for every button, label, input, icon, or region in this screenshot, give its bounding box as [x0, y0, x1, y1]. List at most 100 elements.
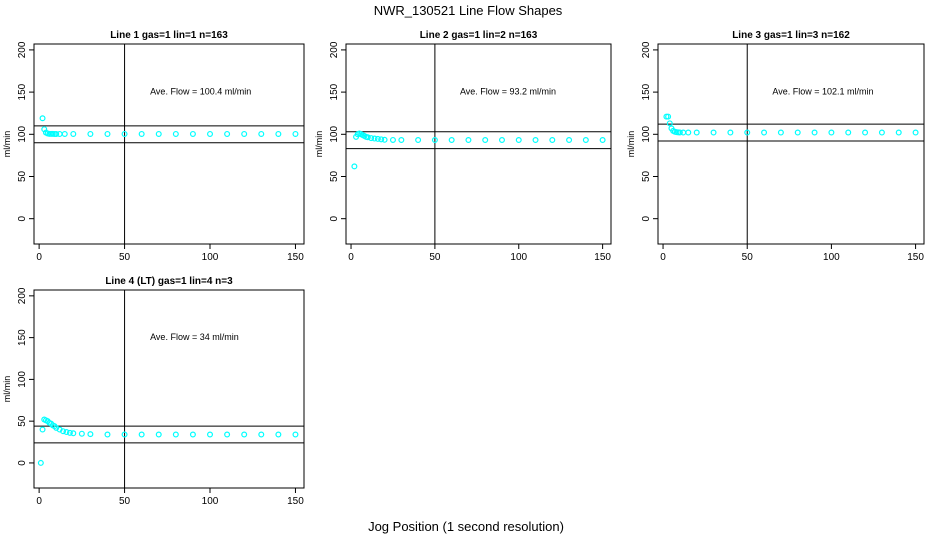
data-point: [862, 129, 869, 136]
data-point: [258, 130, 265, 137]
average-flow-annotation: Ave. Flow = 102.1 ml/min: [772, 87, 873, 97]
y-tick-label: 150: [641, 83, 652, 100]
data-point: [207, 130, 214, 137]
panel-1: Line 1 gas=1 lin=1 n=163 0 50 100 150 0 50 100 1…: [2, 30, 305, 263]
average-flow-annotation: Ave. Flow = 34 ml/min: [150, 332, 239, 342]
panel-4: Line 4 (LT) gas=1 lin=4 n=3 0 50 100 150 0 50 1…: [2, 276, 305, 507]
data-point: [104, 130, 111, 137]
data-point: [389, 136, 396, 143]
data-point: [207, 431, 214, 438]
data-point: [39, 426, 46, 433]
y-tick-label: 150: [329, 83, 340, 100]
panel-3: Line 3 gas=1 lin=3 n=162 0 50 100 150 0 50 100 1…: [626, 30, 925, 263]
data-point: [138, 130, 145, 137]
data-point: [665, 113, 672, 120]
y-tick-label: 200: [641, 41, 652, 58]
data-point: [744, 129, 751, 136]
data-point: [292, 431, 299, 438]
data-point: [566, 137, 573, 144]
data-point: [224, 431, 231, 438]
data-point: [693, 129, 700, 136]
data-point: [172, 431, 179, 438]
data-point: [828, 129, 835, 136]
panel-title: Line 4 (LT) gas=1 lin=4 n=3: [105, 276, 233, 287]
y-tick-label: 150: [17, 83, 28, 100]
data-point: [727, 129, 734, 136]
data-point: [189, 130, 196, 137]
figure-title: NWR_130521 Line Flow Shapes: [374, 3, 563, 18]
data-point: [56, 130, 63, 137]
x-tick-label: 150: [594, 252, 611, 263]
y-tick-label: 200: [17, 41, 28, 58]
y-tick-label: 0: [17, 460, 28, 466]
data-point: [70, 130, 77, 137]
y-tick-label: 50: [641, 170, 652, 182]
data-point: [777, 129, 784, 136]
x-tick-label: 0: [36, 496, 42, 507]
x-tick-label: 0: [36, 252, 42, 263]
data-point: [378, 136, 385, 143]
data-point: [599, 137, 606, 144]
plot-frame: [345, 43, 612, 245]
data-point: [275, 130, 282, 137]
y-tick-label: 0: [641, 215, 652, 221]
data-point: [482, 137, 489, 144]
average-flow-annotation: Ave. Flow = 100.4 ml/min: [150, 87, 251, 97]
x-tick-label: 0: [660, 252, 666, 263]
data-point: [398, 137, 405, 144]
panel-title: Line 3 gas=1 lin=3 n=162: [732, 30, 850, 41]
y-axis-label: ml/min: [2, 376, 12, 403]
y-axis-label: ml/min: [2, 131, 12, 158]
x-tick-label: 150: [287, 252, 304, 263]
data-point: [371, 135, 378, 142]
panel-title: Line 2 gas=1 lin=2 n=163: [420, 30, 538, 41]
panels-group: Line 1 gas=1 lin=1 n=163 0 50 100 150 0 50 100 1…: [2, 30, 925, 507]
x-tick-label: 150: [287, 496, 304, 507]
data-point: [794, 129, 801, 136]
data-point: [374, 135, 381, 142]
x-tick-label: 100: [202, 496, 219, 507]
data-point: [292, 130, 299, 137]
y-tick-label: 100: [641, 126, 652, 143]
data-point: [878, 129, 885, 136]
x-tick-label: 150: [907, 252, 924, 263]
data-point: [666, 120, 673, 127]
data-point: [912, 129, 919, 136]
data-point: [415, 137, 422, 144]
data-point: [53, 130, 60, 137]
x-tick-label: 50: [742, 252, 754, 263]
x-tick-label: 100: [510, 252, 527, 263]
y-tick-label: 0: [17, 215, 28, 221]
data-point: [241, 130, 248, 137]
y-tick-label: 50: [329, 170, 340, 182]
data-point: [224, 130, 231, 137]
data-point: [368, 135, 375, 142]
average-flow-annotation: Ave. Flow = 93.2 ml/min: [460, 87, 556, 97]
data-point: [241, 431, 248, 438]
plot-frame: [657, 43, 925, 245]
data-point: [515, 137, 522, 144]
data-point: [258, 431, 265, 438]
x-tick-label: 50: [429, 252, 441, 263]
data-point: [381, 136, 388, 143]
data-point: [87, 431, 94, 438]
data-point: [104, 431, 111, 438]
data-point: [465, 137, 472, 144]
data-point: [549, 137, 556, 144]
data-point: [60, 428, 67, 435]
data-point: [87, 130, 94, 137]
y-tick-label: 0: [329, 215, 340, 221]
y-tick-label: 100: [17, 126, 28, 143]
data-point: [676, 129, 683, 136]
y-axis-label: ml/min: [314, 131, 324, 158]
y-tick-label: 200: [329, 41, 340, 58]
data-point: [811, 129, 818, 136]
data-point: [66, 429, 73, 436]
data-point: [680, 129, 687, 136]
data-point: [37, 459, 44, 466]
y-tick-label: 150: [17, 329, 28, 346]
data-point: [710, 129, 717, 136]
y-axis-label: ml/min: [626, 131, 636, 158]
panel-title: Line 1 gas=1 lin=1 n=163: [110, 30, 228, 41]
